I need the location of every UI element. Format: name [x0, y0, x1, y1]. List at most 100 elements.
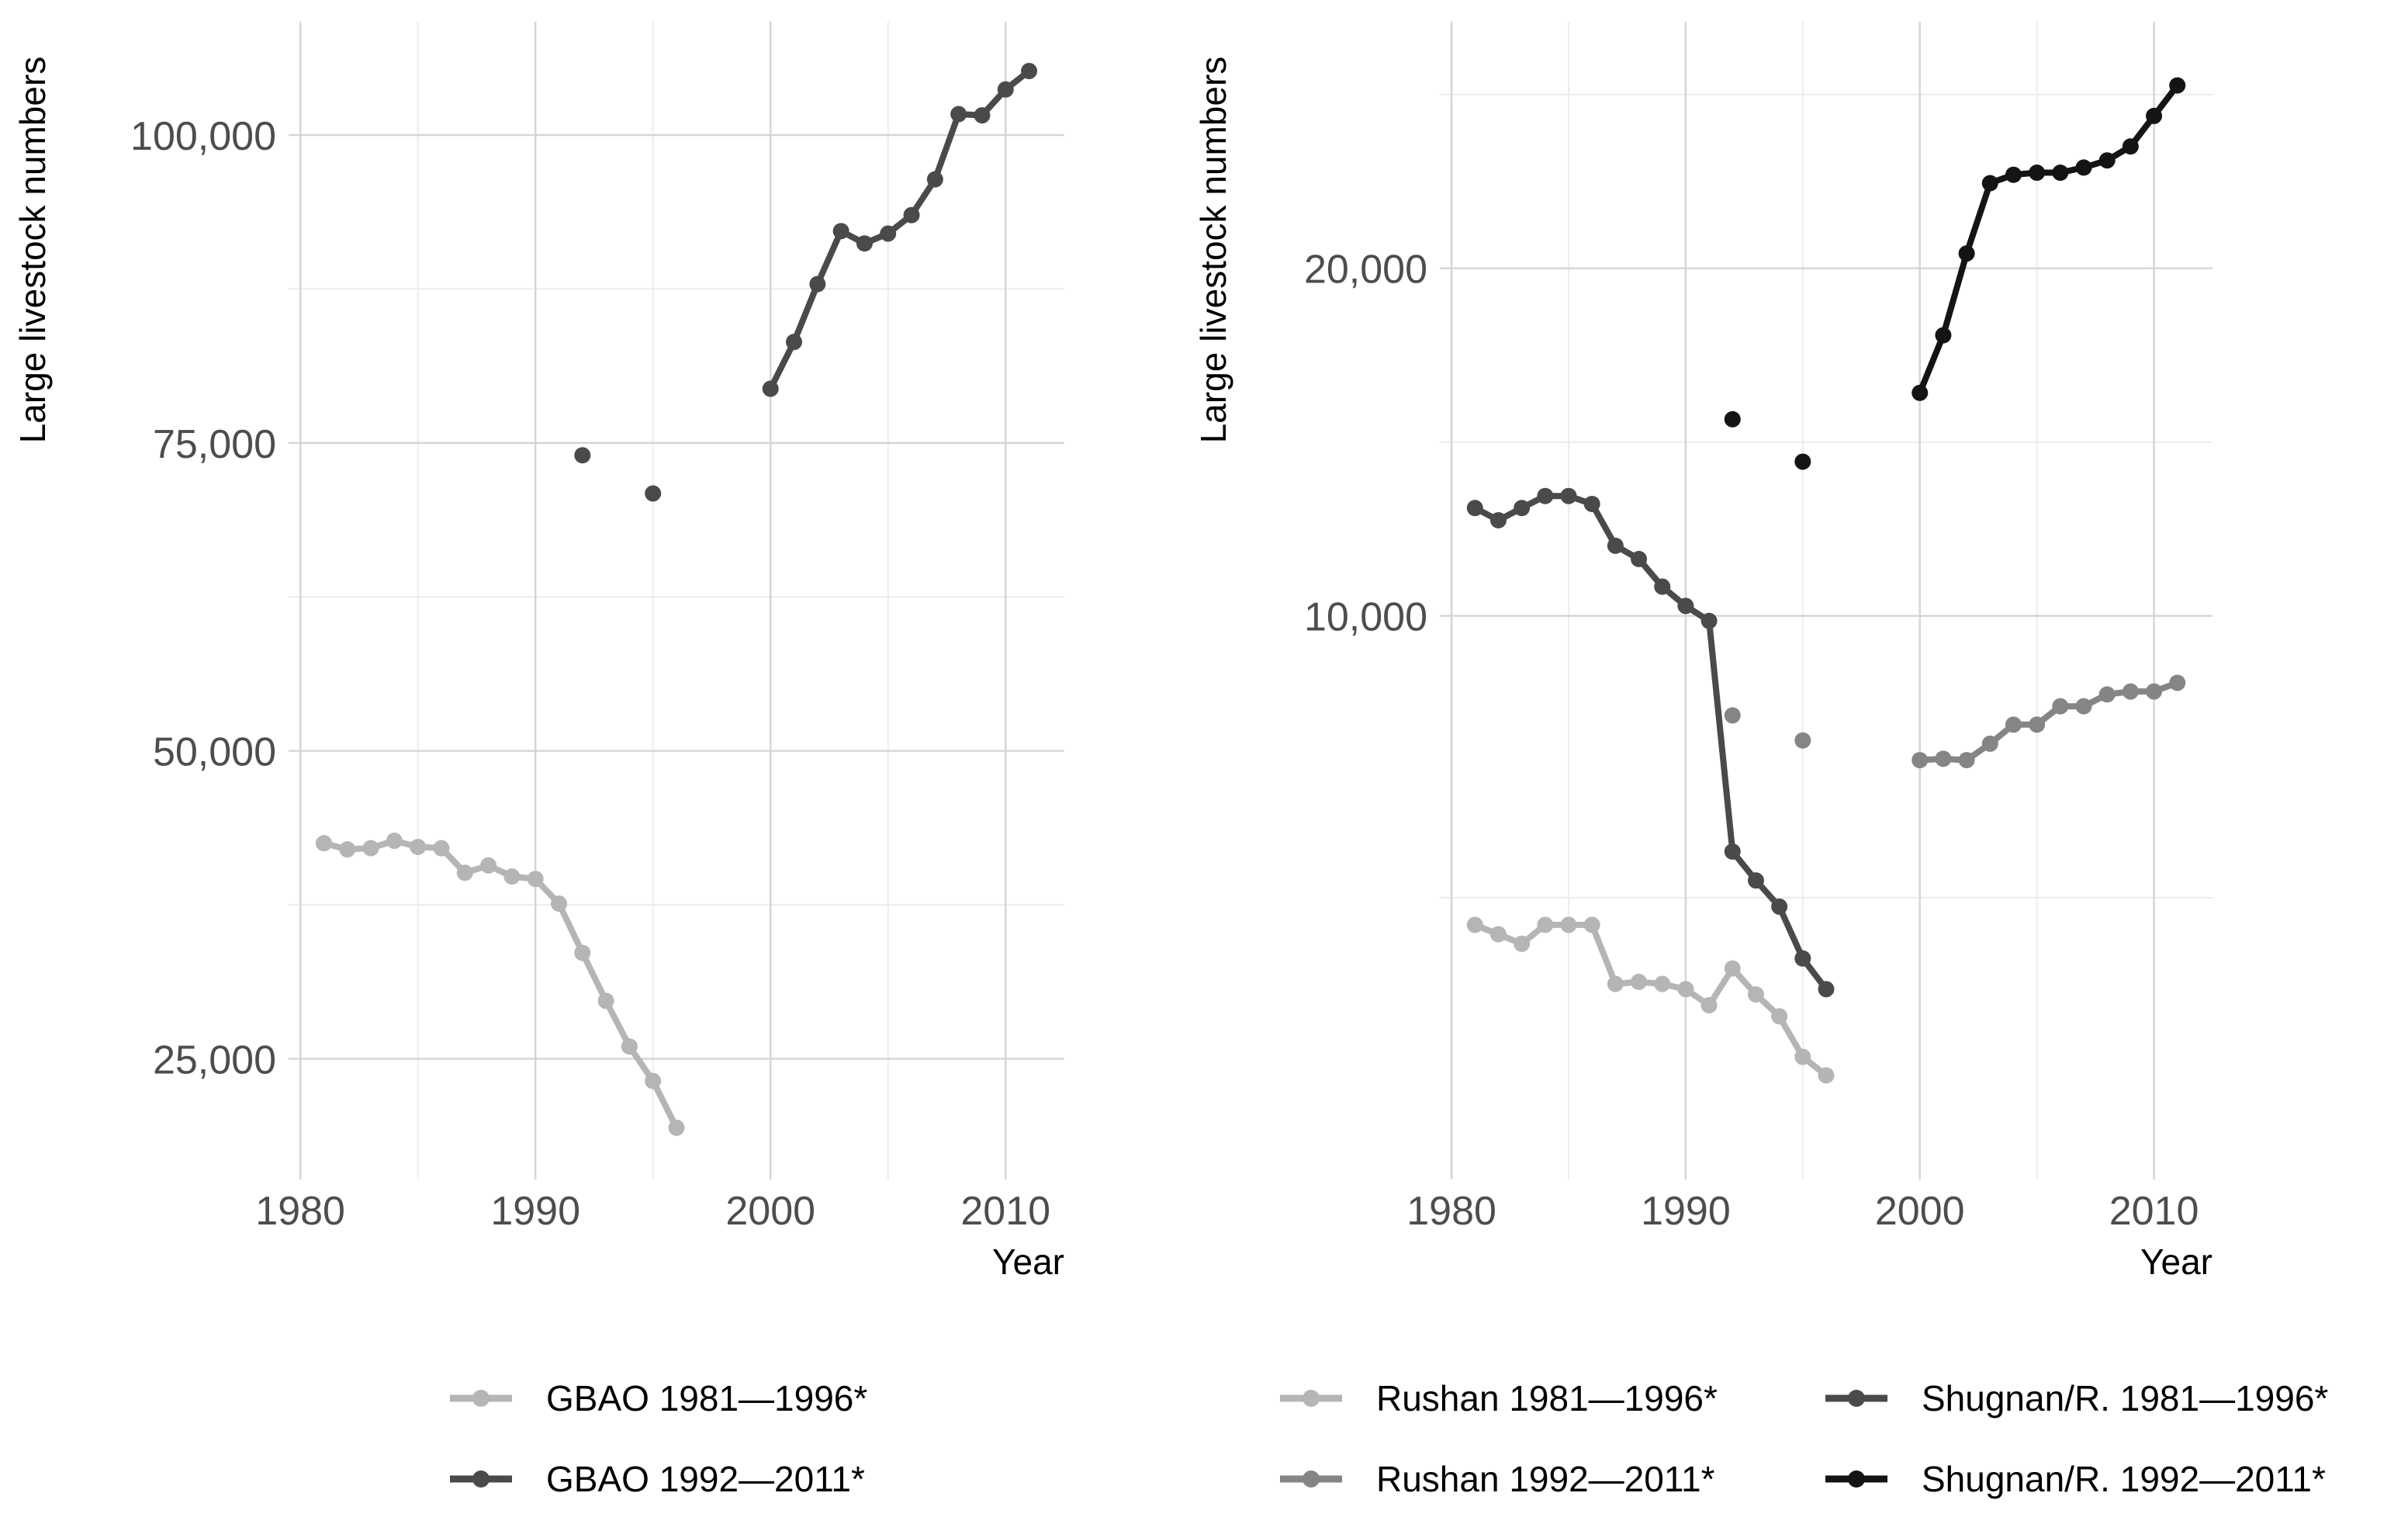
legend-swatch-point: [472, 1470, 490, 1488]
data-point: [809, 275, 826, 293]
data-point: [880, 225, 897, 242]
data-point: [1607, 537, 1624, 554]
y-axis-title: Large livestock numbers: [1193, 57, 1233, 444]
y-tick-label: 50,000: [153, 730, 276, 775]
legend-swatch-point: [1303, 1470, 1320, 1488]
data-point: [1489, 511, 1507, 528]
data-point: [1818, 1067, 1835, 1084]
series-rushan_1992: [1724, 674, 2186, 769]
data-point: [974, 107, 991, 124]
data-point: [1677, 597, 1694, 615]
x-tick-label: 1990: [490, 1189, 580, 1234]
data-point: [762, 380, 779, 397]
data-point: [456, 864, 473, 881]
legend-label: Shugnan/R. 1992—2011*: [1922, 1459, 2326, 1499]
data-point: [1700, 612, 1718, 629]
data-point: [621, 1038, 638, 1055]
data-point: [1747, 986, 1764, 1003]
x-tick-label: 1990: [1641, 1189, 1731, 1234]
data-point: [1654, 975, 1671, 992]
data-point: [1700, 996, 1718, 1013]
data-point: [574, 447, 591, 464]
data-point: [903, 206, 920, 223]
data-point: [1981, 175, 1998, 192]
x-tick-label: 1980: [1406, 1189, 1496, 1234]
data-point: [1981, 735, 1998, 752]
data-point: [1747, 872, 1764, 889]
data-point: [1935, 327, 1952, 344]
data-point: [1583, 495, 1600, 512]
x-tick-label: 2010: [960, 1189, 1050, 1234]
x-tick-label: 2010: [2109, 1189, 2199, 1234]
data-point: [1724, 843, 1741, 860]
data-point: [1724, 410, 1741, 428]
data-point: [339, 841, 356, 858]
data-point: [386, 833, 403, 850]
data-point: [410, 838, 427, 855]
data-point: [315, 835, 332, 852]
data-point: [856, 235, 873, 252]
data-point: [1514, 500, 1531, 517]
series-gbao_1992: [574, 62, 1038, 502]
data-point: [433, 840, 450, 857]
data-point: [2029, 165, 2046, 182]
legend-entry: Rushan 1992—2011*: [1280, 1459, 1715, 1499]
data-point: [480, 857, 497, 874]
data-point: [1583, 916, 1600, 933]
data-point: [1466, 500, 1483, 517]
data-point: [1631, 973, 1648, 990]
data-point: [2052, 698, 2069, 715]
legend-swatch-point: [472, 1390, 490, 1407]
legend-swatch-point: [1303, 1390, 1320, 1407]
data-point: [2146, 107, 2163, 124]
data-point: [1794, 1048, 1811, 1065]
data-point: [1631, 550, 1648, 567]
x-axis-title: Year: [2140, 1242, 2213, 1282]
y-tick-label: 100,000: [130, 114, 276, 159]
data-point: [2146, 683, 2163, 700]
data-point: [1794, 453, 1811, 470]
data-point: [1560, 916, 1577, 933]
series-rushan_1981: [1466, 916, 1835, 1084]
data-point: [950, 106, 967, 123]
data-point: [2029, 716, 2046, 733]
data-point: [2005, 166, 2022, 183]
data-point: [1935, 750, 1952, 767]
data-point: [786, 334, 803, 351]
data-point: [2169, 77, 2186, 94]
series-line: [1916, 680, 2181, 764]
data-point: [2052, 165, 2069, 182]
legend-swatch-point: [1848, 1390, 1865, 1407]
y-tick-label: 20,000: [1304, 248, 1427, 293]
series-line: [767, 68, 1033, 392]
data-point: [1021, 62, 1038, 79]
data-point: [1677, 981, 1694, 998]
panel-2: 1980 1990 2000 2010 10,000 20,000 Year Large li…: [1193, 22, 2213, 1282]
data-point: [1466, 916, 1483, 933]
data-point: [668, 1119, 685, 1136]
x-tick-label: 1980: [255, 1189, 345, 1234]
series-line: [320, 837, 680, 1131]
panel-1: 1980 1990 2000 2010 25,000 50,000 75,000 100,00…: [12, 22, 1064, 1282]
data-point: [2098, 152, 2116, 169]
data-point: [1794, 950, 1811, 967]
data-point: [2122, 683, 2139, 700]
data-point: [1912, 384, 1929, 401]
data-point: [1794, 732, 1811, 749]
data-point: [1771, 1008, 1788, 1025]
data-point: [2075, 159, 2092, 176]
data-point: [1958, 752, 1975, 769]
data-point: [574, 944, 591, 961]
data-point: [1560, 487, 1577, 504]
y-tick-label: 25,000: [153, 1037, 276, 1082]
data-point: [2122, 138, 2139, 155]
x-axis-title: Year: [992, 1242, 1064, 1282]
data-point: [997, 81, 1014, 98]
data-point: [2005, 716, 2022, 733]
y-axis-title: Large livestock numbers: [12, 57, 53, 444]
data-point: [1724, 960, 1741, 977]
data-point: [1958, 245, 1975, 262]
series-line: [1472, 921, 1829, 1079]
legend-label: Shugnan/R. 1981—1996*: [1922, 1378, 2328, 1418]
